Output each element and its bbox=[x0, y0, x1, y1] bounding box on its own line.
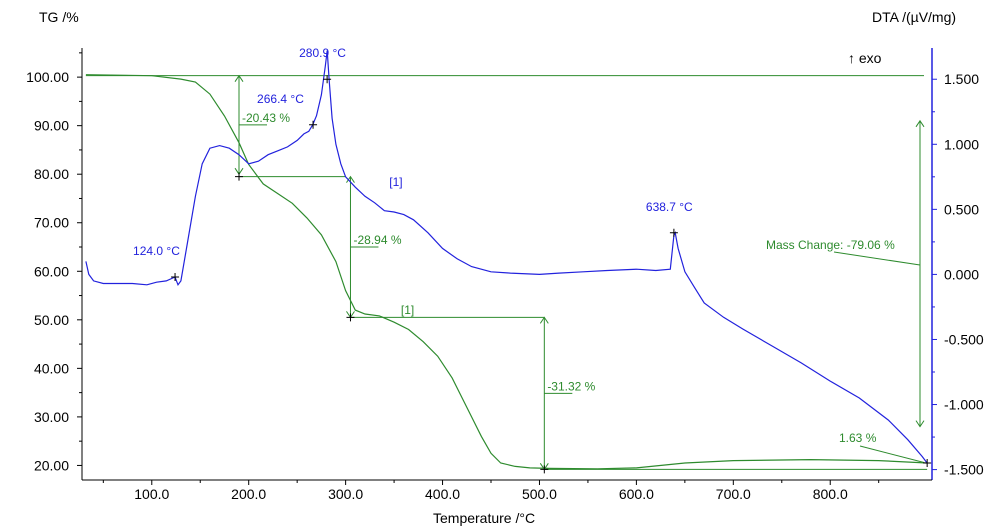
mass-step-label: -20.43 % bbox=[242, 111, 290, 125]
left-tick-label: 70.00 bbox=[34, 215, 69, 231]
peak-marker bbox=[669, 228, 678, 237]
right-tick-label: -0.500 bbox=[944, 331, 984, 347]
left-tick-label: 100.00 bbox=[26, 69, 69, 85]
arrow-head bbox=[346, 175, 355, 183]
step-marker bbox=[923, 459, 932, 468]
right-tick-label: 0.500 bbox=[944, 201, 979, 217]
right-tick-label: 1.500 bbox=[944, 71, 979, 87]
annotation-labels: -20.43 % -28.94 % -31.32 % Mass Change: -79… bbox=[133, 46, 932, 474]
peak-marker bbox=[171, 273, 180, 282]
right-tick-label: -1.500 bbox=[944, 462, 984, 478]
right-tick-label: -1.000 bbox=[944, 397, 984, 413]
left-tick-label: 40.00 bbox=[34, 360, 69, 376]
exo-label: ↑ exo bbox=[848, 50, 882, 66]
peak-label: 638.7 °C bbox=[646, 200, 693, 214]
arrow-head bbox=[234, 74, 244, 82]
x-tick-label: 800.0 bbox=[813, 486, 848, 502]
segment-label: [1] bbox=[389, 175, 402, 189]
x-tick-label: 600.0 bbox=[619, 486, 654, 502]
x-ticks: 100.0 200.0 300.0 400.0 500.0 600.0 700.0 800.0 bbox=[102, 480, 880, 502]
left-axis-title: TG /% bbox=[39, 9, 79, 25]
series-line-dta bbox=[85, 50, 928, 464]
total-mass-leader bbox=[833, 251, 921, 266]
right-y-ticks: 1.500 1.000 0.500 0.000 -0.500 -1.000 -1.500 bbox=[932, 71, 984, 478]
right-tick-label: 0.000 bbox=[944, 266, 979, 282]
step-marker bbox=[235, 172, 244, 181]
x-tick-label: 100.0 bbox=[134, 486, 169, 502]
peak-marker bbox=[323, 75, 332, 84]
peak-label: 124.0 °C bbox=[133, 244, 180, 258]
peak-marker bbox=[309, 120, 318, 129]
x-tick-label: 500.0 bbox=[522, 486, 557, 502]
x-tick-label: 300.0 bbox=[328, 486, 363, 502]
left-tick-label: 60.00 bbox=[34, 263, 69, 279]
peak-label: 266.4 °C bbox=[257, 92, 304, 106]
x-tick-label: 200.0 bbox=[231, 486, 266, 502]
mass-step-label: -31.32 % bbox=[547, 379, 595, 393]
left-y-ticks: 100.00 90.00 80.00 70.00 60.00 50.00 40.00 30.0… bbox=[26, 52, 82, 473]
annotation-overlay bbox=[85, 74, 928, 471]
right-tick-label: 1.000 bbox=[944, 136, 979, 152]
left-tick-label: 90.00 bbox=[34, 118, 69, 134]
left-tick-label: 80.00 bbox=[34, 166, 69, 182]
series-line-tg bbox=[85, 74, 928, 470]
arrow-head bbox=[539, 316, 549, 324]
step-marker bbox=[540, 465, 549, 474]
left-tick-label: 30.00 bbox=[34, 409, 69, 425]
arrow-head bbox=[915, 119, 925, 128]
series-layer bbox=[85, 50, 928, 470]
left-tick-label: 50.00 bbox=[34, 312, 69, 328]
residual-label: 1.63 % bbox=[839, 431, 877, 445]
x-axis-title: Temperature /°C bbox=[433, 510, 535, 526]
arrow-head bbox=[915, 420, 925, 428]
mass-step-label: -28.94 % bbox=[353, 233, 401, 247]
mass-change-label: Mass Change: -79.06 % bbox=[766, 238, 895, 252]
x-tick-label: 400.0 bbox=[425, 486, 460, 502]
segment-label: [1] bbox=[401, 303, 414, 317]
right-axis-title: DTA /(µV/mg) bbox=[872, 9, 956, 25]
left-tick-label: 20.00 bbox=[34, 457, 69, 473]
step-marker bbox=[346, 313, 355, 322]
peak-label: 280.9 °C bbox=[299, 46, 346, 60]
residual-leader bbox=[859, 445, 925, 464]
x-tick-label: 700.0 bbox=[716, 486, 751, 502]
